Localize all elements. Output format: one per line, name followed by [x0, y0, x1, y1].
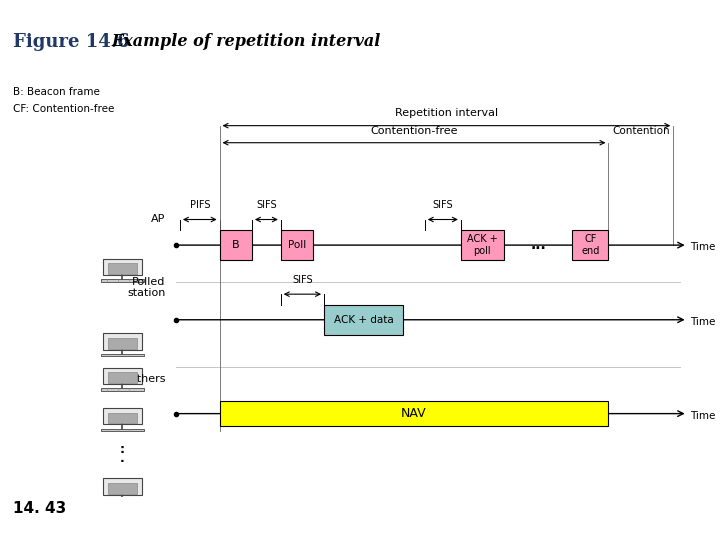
Bar: [102, 259, 142, 275]
Text: :: :: [120, 443, 125, 456]
Text: Time: Time: [690, 317, 715, 327]
Text: Figure 14.6: Figure 14.6: [13, 33, 130, 51]
Bar: [101, 279, 144, 282]
Bar: [220, 401, 608, 427]
Text: CF: Contention-free: CF: Contention-free: [13, 104, 114, 114]
Text: SIFS: SIFS: [292, 275, 312, 285]
Bar: [101, 499, 144, 502]
Bar: [572, 230, 608, 260]
Text: .: .: [120, 452, 125, 465]
Bar: [107, 264, 138, 274]
Bar: [220, 230, 252, 260]
Text: Time: Time: [690, 242, 715, 252]
Bar: [102, 408, 142, 424]
Text: Contention-free: Contention-free: [370, 126, 458, 136]
Bar: [461, 230, 504, 260]
Bar: [324, 305, 403, 335]
Text: Time: Time: [690, 411, 715, 421]
Text: Others: Others: [128, 374, 166, 384]
Text: SIFS: SIFS: [433, 200, 453, 210]
Text: ...: ...: [531, 238, 546, 252]
Bar: [101, 354, 144, 356]
Bar: [101, 429, 144, 431]
Text: Contention: Contention: [612, 126, 670, 136]
Bar: [102, 333, 142, 350]
Text: ACK +
poll: ACK + poll: [467, 234, 498, 256]
Text: ACK + data: ACK + data: [334, 315, 393, 325]
Text: B: B: [232, 240, 240, 250]
Bar: [107, 413, 138, 423]
Text: PIFS: PIFS: [189, 200, 210, 210]
Bar: [107, 372, 138, 383]
Text: Polled
station: Polled station: [127, 277, 166, 299]
Bar: [281, 230, 313, 260]
Bar: [101, 388, 144, 390]
Text: CF
end: CF end: [581, 234, 600, 256]
Text: NAV: NAV: [401, 407, 427, 420]
Text: SIFS: SIFS: [256, 200, 276, 210]
Bar: [102, 478, 142, 495]
Bar: [107, 338, 138, 349]
Bar: [107, 483, 138, 494]
Text: Example of repetition interval: Example of repetition interval: [112, 33, 381, 50]
Text: 14. 43: 14. 43: [13, 502, 66, 516]
Text: B: Beacon frame: B: Beacon frame: [13, 87, 100, 97]
Text: Repetition interval: Repetition interval: [395, 108, 498, 118]
Text: AP: AP: [151, 214, 166, 224]
Text: Poll: Poll: [288, 240, 306, 250]
Bar: [102, 368, 142, 384]
